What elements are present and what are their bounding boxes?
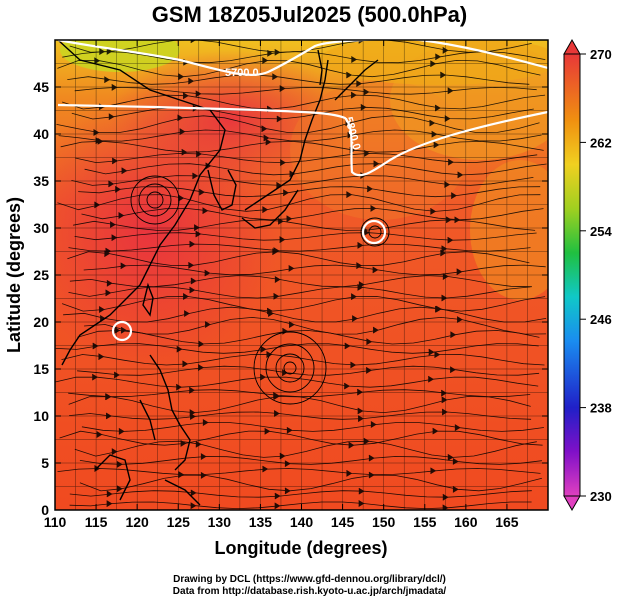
y-tick-label: 10	[33, 408, 49, 424]
credit-line-1: Drawing by DCL (https://www.gfd-dennou.o…	[173, 574, 446, 585]
y-tick-label: 15	[33, 361, 49, 377]
cyclonic-vortices	[130, 175, 390, 405]
x-axis-ticks: 110 115 120 125 130 135 140 145 150 155 160 165	[44, 40, 519, 530]
colorbar-tick-label: 262	[590, 135, 612, 150]
colorbar-tick-label: 238	[590, 401, 612, 416]
lat-lon-grid	[55, 40, 548, 510]
x-tick-label: 140	[290, 514, 314, 530]
x-tick-label: 115	[85, 514, 108, 530]
y-tick-label: 0	[41, 502, 49, 518]
y-tick-label: 5	[41, 455, 49, 471]
y-tick-label: 35	[33, 173, 49, 189]
x-tick-label: 110	[44, 514, 67, 530]
x-tick-label: 155	[413, 514, 437, 530]
y-tick-label: 40	[33, 126, 49, 142]
x-tick-label: 125	[167, 514, 191, 530]
x-tick-label: 135	[249, 514, 273, 530]
x-tick-label: 150	[372, 514, 396, 530]
credit-line-2: Data from http://database.rish.kyoto-u.a…	[172, 586, 447, 597]
y-tick-label: 45	[33, 79, 49, 95]
x-tick-label: 130	[208, 514, 232, 530]
colorbar-tick-label: 270	[590, 47, 612, 62]
contour-label-5700: 5700.0	[225, 67, 259, 79]
x-tick-label: 145	[331, 514, 355, 530]
y-axis-label: Latitude (degrees)	[4, 197, 24, 353]
x-axis-label: Longitude (degrees)	[214, 538, 387, 558]
credits: Drawing by DCL (https://www.gfd-dennou.o…	[0, 574, 619, 598]
y-tick-label: 25	[33, 267, 49, 283]
colorbar-tick-label: 230	[590, 489, 612, 504]
x-tick-label: 165	[495, 514, 519, 530]
temperature-field	[55, 40, 548, 510]
wind-streamlines	[55, 40, 547, 510]
x-tick-label: 160	[454, 514, 478, 530]
colorbar-tick-label: 254	[590, 224, 612, 239]
height-contours	[57, 40, 548, 342]
y-axis-ticks: 0 5 10 15 20 25 30 35 40 45	[33, 79, 548, 518]
coastlines	[57, 40, 379, 506]
y-tick-label: 20	[33, 314, 49, 330]
x-tick-label: 120	[125, 514, 149, 530]
colorbar: 230 238 246 254 262 270	[563, 38, 612, 512]
colorbar-tick-label: 246	[590, 312, 612, 327]
chart-title: GSM 18Z05Jul2025 (500.0hPa)	[151, 2, 468, 27]
y-tick-label: 30	[33, 220, 49, 236]
